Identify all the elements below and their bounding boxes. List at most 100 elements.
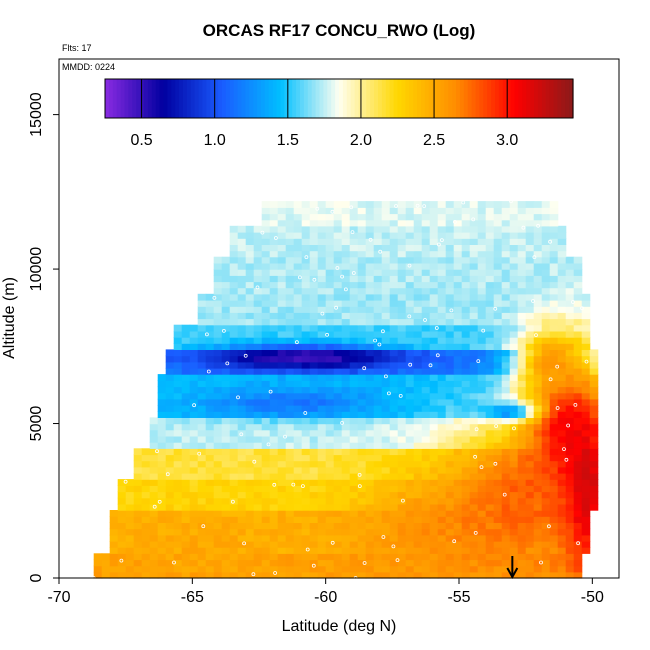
heatmap-cell <box>325 435 335 443</box>
heatmap-cell <box>565 386 575 394</box>
heatmap-cell <box>325 503 335 511</box>
heatmap-cell <box>341 380 351 388</box>
heatmap-cell <box>277 238 287 245</box>
heatmap-cell <box>485 516 495 523</box>
heatmap-cell <box>253 312 263 320</box>
heatmap-cell <box>173 491 183 499</box>
colorbar-swatch <box>389 79 395 118</box>
heatmap-cell <box>461 238 471 245</box>
heatmap-cell <box>477 571 487 579</box>
heatmap-cell <box>325 244 335 252</box>
heatmap-cell <box>349 225 359 233</box>
heatmap-cell <box>389 460 399 468</box>
heatmap-cell <box>309 423 319 431</box>
heatmap-cell <box>549 300 559 307</box>
heatmap-cell <box>525 300 535 307</box>
heatmap-cell <box>349 232 359 239</box>
heatmap-cell <box>421 460 431 468</box>
heatmap-cell <box>157 429 167 437</box>
heatmap-cell <box>285 293 295 301</box>
heatmap-cell <box>493 361 503 369</box>
heatmap-cell <box>373 442 383 449</box>
heatmap-cell <box>573 522 583 530</box>
heatmap-cell <box>453 287 463 295</box>
heatmap-cell <box>469 411 479 418</box>
heatmap-cell <box>421 312 431 320</box>
heatmap-cell <box>245 528 255 536</box>
heatmap-cell <box>245 485 255 493</box>
heatmap-cell <box>365 466 375 474</box>
heatmap-cell <box>141 571 151 579</box>
heatmap-cell <box>349 367 359 375</box>
sample-point <box>407 314 412 319</box>
heatmap-cell <box>405 417 415 425</box>
heatmap-cell <box>213 429 223 437</box>
heatmap-cell <box>557 225 567 233</box>
heatmap-cell <box>557 454 567 462</box>
heatmap-cell <box>565 479 575 486</box>
heatmap-cell <box>397 293 407 301</box>
heatmap-cell <box>93 565 103 573</box>
heatmap-cell <box>429 269 439 276</box>
heatmap-cell <box>573 454 583 462</box>
heatmap-cell <box>237 454 247 462</box>
heatmap-cell <box>341 411 351 418</box>
heatmap-cell <box>373 232 383 239</box>
heatmap-cell <box>173 547 183 554</box>
colorbar-swatch <box>179 79 184 118</box>
heatmap-cell <box>341 293 351 301</box>
heatmap-cell <box>389 380 399 388</box>
heatmap-cell <box>533 417 543 425</box>
heatmap-cell <box>133 565 143 573</box>
heatmap-cell <box>325 571 335 579</box>
heatmap-cell <box>517 312 527 320</box>
heatmap-cell <box>525 232 535 239</box>
heatmap-cell <box>453 503 463 511</box>
heatmap-cell <box>213 448 223 456</box>
heatmap-cell <box>325 392 335 400</box>
heatmap-cell <box>325 225 335 233</box>
sample-point <box>305 547 310 552</box>
heatmap-cell <box>277 250 287 258</box>
colorbar-swatch <box>233 79 239 118</box>
heatmap-cell <box>253 343 263 350</box>
heatmap-cell <box>517 349 527 357</box>
heatmap-cell <box>253 380 263 388</box>
heatmap-cell <box>557 287 567 295</box>
heatmap-cell <box>333 318 343 326</box>
heatmap-cell <box>237 528 247 536</box>
heatmap-cell <box>293 262 303 270</box>
colorbar-swatch <box>296 79 301 118</box>
heatmap-cell <box>453 547 463 554</box>
sample-point <box>415 203 420 208</box>
heatmap-cell <box>237 547 247 554</box>
heatmap-cell <box>381 565 391 573</box>
heatmap-cell <box>453 534 463 542</box>
heatmap-cell <box>269 244 279 252</box>
heatmap-cell <box>253 281 263 289</box>
heatmap-cell <box>581 466 591 474</box>
heatmap-cell <box>293 534 303 542</box>
heatmap-cell <box>389 547 399 554</box>
heatmap-cell <box>301 287 311 295</box>
heatmap-cell <box>365 510 375 517</box>
heatmap-cell <box>485 522 495 530</box>
heatmap-cell <box>389 503 399 511</box>
heatmap-cell <box>261 442 271 449</box>
heatmap-cell <box>189 405 199 412</box>
heatmap-cell <box>485 361 495 369</box>
heatmap-cell <box>197 355 207 363</box>
colorbar-swatch <box>264 79 270 118</box>
heatmap-cell <box>221 528 231 536</box>
heatmap-cell <box>581 485 591 493</box>
heatmap-cell <box>213 485 223 493</box>
heatmap-cell <box>301 361 311 369</box>
heatmap-cell <box>501 318 511 326</box>
colorbar-swatch <box>120 79 126 118</box>
heatmap-cell <box>493 411 503 418</box>
heatmap-cell <box>381 232 391 239</box>
heatmap-cell <box>293 503 303 511</box>
heatmap-cell <box>237 330 247 338</box>
heatmap-cell <box>469 337 479 344</box>
heatmap-cell <box>493 510 503 517</box>
